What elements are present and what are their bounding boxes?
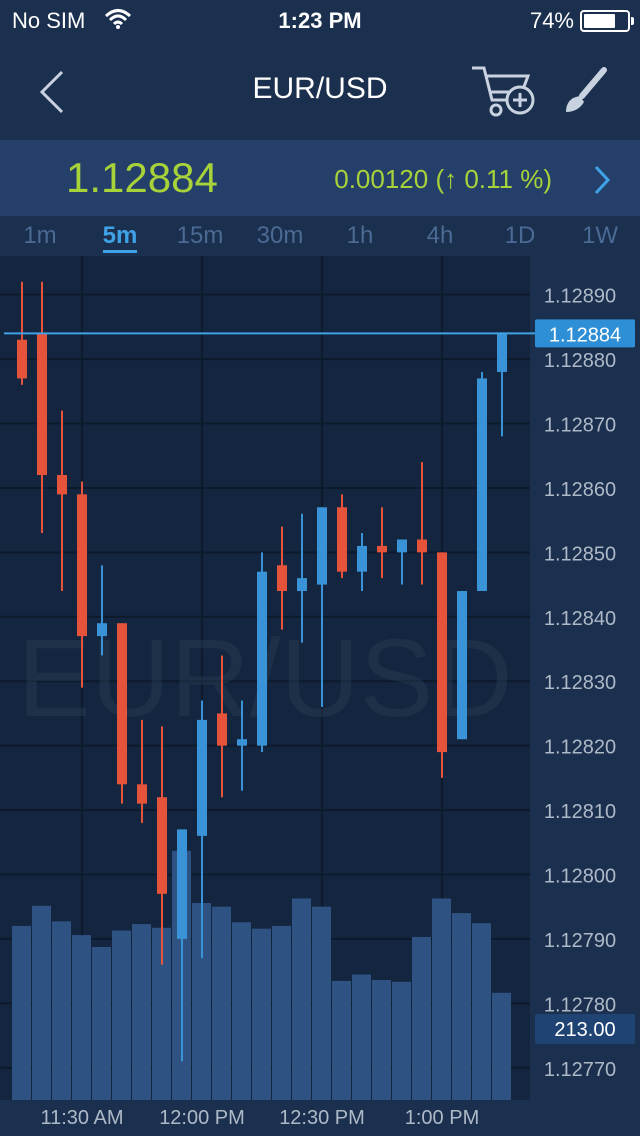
volume-bar xyxy=(232,922,251,1100)
volume-bar xyxy=(312,906,331,1100)
price-change: 0.00120 (↑ 0.11 %) xyxy=(334,164,552,194)
brush-icon[interactable] xyxy=(562,66,608,116)
volume-bar xyxy=(472,923,491,1100)
volume-bar xyxy=(252,928,271,1100)
tab-1m[interactable]: 1m xyxy=(23,222,57,249)
axis-background xyxy=(530,256,640,1136)
candle-body xyxy=(157,797,167,894)
y-tick-label: 1.12890 xyxy=(544,286,616,308)
candle-body xyxy=(457,591,467,740)
x-tick-label: 12:00 PM xyxy=(159,1107,245,1129)
current-price-tag xyxy=(535,319,635,348)
volume-bar xyxy=(72,935,91,1100)
y-tick-label: 1.12770 xyxy=(544,1059,616,1081)
candle-body xyxy=(237,739,247,746)
candle-body xyxy=(197,719,207,836)
tab-1w[interactable]: 1W xyxy=(582,222,618,249)
volume-bar xyxy=(52,921,71,1100)
volume-bar xyxy=(152,927,171,1100)
y-tick-label: 1.12850 xyxy=(544,543,616,565)
timeframe-tabs: 1m 5m 15m 30m 1h 4h 1D 1W xyxy=(0,216,640,256)
candle-body xyxy=(137,784,147,804)
tab-1d[interactable]: 1D xyxy=(504,222,536,249)
volume-bar xyxy=(112,930,131,1100)
candle-body xyxy=(57,475,67,495)
candle-body xyxy=(497,333,507,372)
nav-bar: EUR/USD xyxy=(0,40,640,140)
y-tick-label: 1.12880 xyxy=(544,350,616,372)
candle-body xyxy=(297,578,307,592)
wifi-icon xyxy=(104,9,132,29)
chevron-right-icon[interactable] xyxy=(592,164,612,196)
candle-body xyxy=(17,339,27,379)
candle-body xyxy=(97,623,107,637)
y-tick-label: 1.12820 xyxy=(544,737,616,759)
volume-tag xyxy=(535,1014,635,1044)
candlestick-chart[interactable]: 1.12890 1.12880 1.12870 1.12860 1.12850 1.128… xyxy=(0,256,640,1136)
x-tick-label: 12:30 PM xyxy=(279,1107,365,1129)
y-tick-label: 1.12810 xyxy=(544,801,616,823)
candle-body xyxy=(437,552,447,753)
tab-5m[interactable]: 5m xyxy=(80,222,160,253)
volume-bar xyxy=(292,898,311,1100)
candle-body xyxy=(397,539,407,553)
battery-percent: 74% xyxy=(529,8,574,33)
volume-bar xyxy=(452,913,471,1100)
volume-bar xyxy=(192,903,211,1100)
candle-body xyxy=(37,333,47,476)
volume-bar xyxy=(92,947,111,1100)
current-price-label: 1.12884 xyxy=(549,324,621,346)
candle-body xyxy=(477,378,487,592)
candle-body xyxy=(417,539,427,553)
volume-bar xyxy=(412,936,431,1100)
candle-body xyxy=(117,623,127,785)
candle-body xyxy=(317,507,327,585)
time-axis-background xyxy=(0,1100,530,1136)
candle-body xyxy=(357,545,367,572)
status-bar: No SIM 1:23 PM 74% xyxy=(0,0,640,40)
volume-bar xyxy=(352,974,371,1100)
volume-bar xyxy=(12,925,31,1100)
tab-1h[interactable]: 1h xyxy=(346,222,374,249)
volume-label: 213.00 xyxy=(554,1019,615,1041)
current-price: 1.12884 xyxy=(66,154,218,201)
page-title: EUR/USD xyxy=(252,72,388,105)
candle-body xyxy=(377,545,387,553)
chart-area[interactable]: 1.12890 1.12880 1.12870 1.12860 1.12850 1.128… xyxy=(0,256,640,1136)
battery-fill xyxy=(584,14,616,28)
tab-4h[interactable]: 4h xyxy=(426,222,454,249)
volume-bar xyxy=(372,979,391,1100)
y-tick-label: 1.12780 xyxy=(544,994,616,1016)
y-tick-label: 1.12870 xyxy=(544,415,616,437)
volume-bar xyxy=(272,925,291,1100)
battery-icon xyxy=(580,10,634,32)
candle-body xyxy=(177,829,187,939)
y-tick-label: 1.12790 xyxy=(544,930,616,952)
cart-add-icon[interactable] xyxy=(470,62,540,120)
y-tick-label: 1.12860 xyxy=(544,479,616,501)
volume-bar xyxy=(332,980,351,1100)
volume-bar xyxy=(492,992,511,1100)
carrier-label: No SIM xyxy=(12,8,86,33)
y-tick-label: 1.12840 xyxy=(544,608,616,630)
volume-bar xyxy=(392,981,411,1100)
y-tick-label: 1.12800 xyxy=(544,866,616,888)
quote-bar[interactable]: 1.12884 0.00120 (↑ 0.11 %) xyxy=(0,140,640,216)
tab-30m[interactable]: 30m xyxy=(256,222,304,249)
candle-body xyxy=(217,713,227,746)
clock: 1:23 PM xyxy=(278,8,362,33)
x-tick-label: 1:00 PM xyxy=(405,1107,479,1129)
candle-body xyxy=(337,507,347,572)
volume-bar xyxy=(132,924,151,1100)
volume-bar xyxy=(212,906,231,1100)
x-tick-label: 11:30 AM xyxy=(40,1107,123,1129)
tab-15m[interactable]: 15m xyxy=(176,222,224,249)
back-icon[interactable] xyxy=(36,68,66,116)
y-tick-label: 1.12830 xyxy=(544,672,616,694)
volume-bar xyxy=(432,898,451,1100)
candle-body xyxy=(77,494,87,637)
candle-body xyxy=(257,571,267,746)
volume-bar xyxy=(32,905,51,1100)
candle-body xyxy=(277,565,287,592)
